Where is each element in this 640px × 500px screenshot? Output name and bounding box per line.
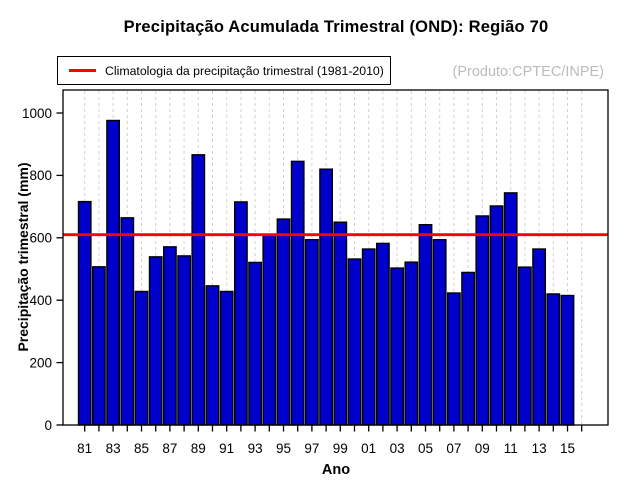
bar-2001 xyxy=(361,248,376,426)
bar-1989 xyxy=(191,154,206,426)
bar-2003 xyxy=(390,267,404,426)
bar-1987 xyxy=(162,246,177,426)
bar-2007 xyxy=(447,292,461,426)
bar-2011 xyxy=(503,192,518,426)
bar-1984 xyxy=(120,217,135,426)
x-tick-label: 07 xyxy=(446,441,461,456)
bar-1998 xyxy=(319,168,333,426)
source-watermark: (Produto:CPTEC/INPE) xyxy=(452,64,605,80)
x-tick-label: 13 xyxy=(532,441,547,456)
bar-2008 xyxy=(461,271,475,426)
bar-2004 xyxy=(404,261,419,426)
legend-label: Climatologia da precipitação trimestral … xyxy=(105,63,384,78)
bar-1986 xyxy=(148,256,163,426)
y-tick-label: 600 xyxy=(29,231,52,246)
chart-title: Precipitação Acumulada Trimestral (OND):… xyxy=(123,18,549,36)
y-tick-label: 1000 xyxy=(22,106,52,121)
bar-1988 xyxy=(177,255,191,426)
x-tick-label: 09 xyxy=(475,441,490,456)
x-tick-label: 15 xyxy=(560,441,575,456)
bar-1996 xyxy=(290,160,305,426)
bar-2012 xyxy=(518,266,532,426)
y-tick-label: 0 xyxy=(44,418,52,433)
x-tick-label: 87 xyxy=(162,441,177,456)
x-tick-label: 11 xyxy=(504,441,518,456)
x-tick-label: 99 xyxy=(333,441,348,456)
x-axis-label: Ano xyxy=(321,462,351,478)
y-axis-label: Precipitação trimestral (mm) xyxy=(15,162,31,352)
x-tick-label: 93 xyxy=(248,441,263,456)
bar-2005 xyxy=(418,223,433,426)
bar-2009 xyxy=(475,215,490,426)
plot-box xyxy=(62,89,609,426)
x-tick-label: 85 xyxy=(134,441,149,456)
bar-2015 xyxy=(560,294,575,426)
y-tick-label: 400 xyxy=(29,293,52,308)
x-tick-label: 91 xyxy=(219,441,234,456)
bar-1991 xyxy=(219,290,234,426)
x-tick-label: 95 xyxy=(276,441,291,456)
bar-1983 xyxy=(106,119,121,426)
bar-2013 xyxy=(532,248,547,426)
bar-1985 xyxy=(134,290,149,426)
bar-1994 xyxy=(262,234,277,426)
x-tick-label: 05 xyxy=(418,441,433,456)
x-tick-label: 01 xyxy=(361,441,376,456)
x-tick-label: 03 xyxy=(390,441,405,456)
bar-2000 xyxy=(347,258,362,426)
x-tick-label: 83 xyxy=(106,441,121,456)
bar-1999 xyxy=(333,221,348,426)
bar-2014 xyxy=(546,293,561,426)
y-tick-label: 800 xyxy=(29,168,52,183)
bar-1990 xyxy=(205,285,220,426)
x-tick-label: 89 xyxy=(191,441,206,456)
x-tick-label: 81 xyxy=(77,441,92,456)
y-tick-label: 200 xyxy=(29,355,52,370)
bar-1995 xyxy=(276,218,291,426)
bar-1993 xyxy=(248,261,262,426)
bar-2010 xyxy=(489,205,504,426)
climatology-line-sample-icon xyxy=(69,69,96,72)
bar-1982 xyxy=(91,266,106,426)
x-tick-label: 97 xyxy=(304,441,319,456)
bar-2006 xyxy=(432,238,447,426)
legend-box: Climatologia da precipitação trimestral … xyxy=(57,56,391,85)
bar-1997 xyxy=(305,238,319,426)
bar-2002 xyxy=(376,242,390,426)
